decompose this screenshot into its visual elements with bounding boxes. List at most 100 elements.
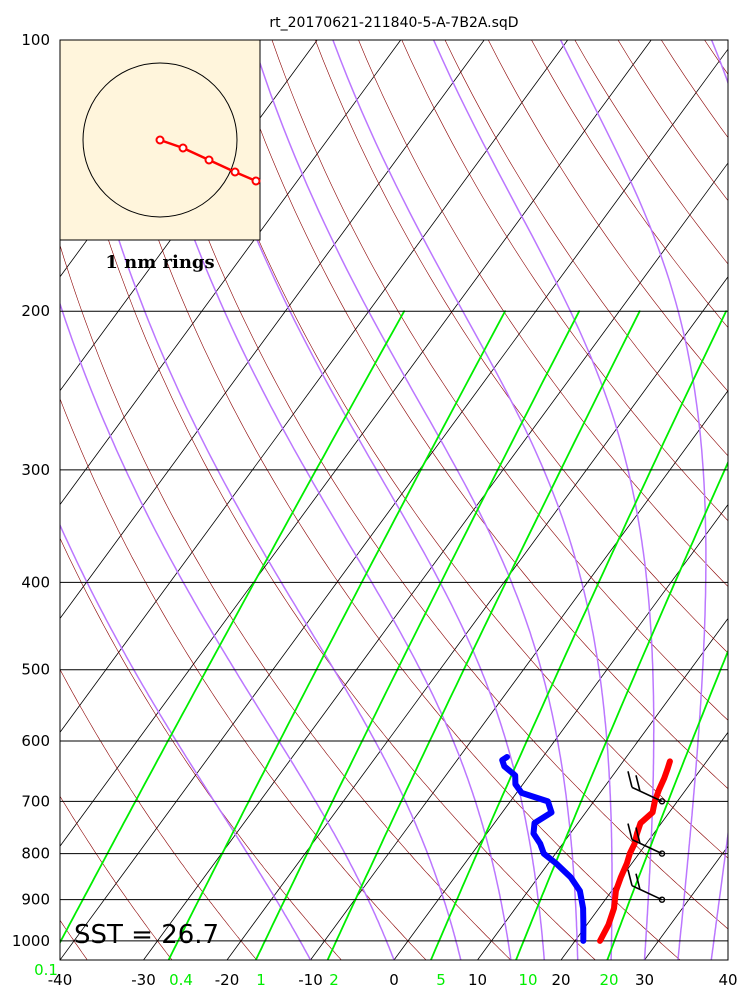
mixing-ratio-line xyxy=(254,310,581,960)
mixing-ratio-label: 20 xyxy=(599,971,618,989)
pressure-tick-label: 800 xyxy=(21,845,50,863)
wind-barb xyxy=(627,869,666,903)
temperature-tick-label: 30 xyxy=(635,971,654,989)
mixing-ratio-label: 0.1 xyxy=(34,961,58,979)
mixing-ratio-line xyxy=(429,310,727,960)
mixing-ratio-line xyxy=(515,460,728,960)
mixing-ratio-label: 2 xyxy=(329,971,339,989)
moist-adiabat-line xyxy=(432,40,655,960)
dry-adiabat-line xyxy=(60,397,427,960)
isobar-layer xyxy=(60,40,728,942)
isotherm-line xyxy=(477,617,728,960)
isotherm-line xyxy=(60,40,402,506)
inset-track-point xyxy=(155,135,165,145)
pressure-tick-label: 1000 xyxy=(12,932,50,950)
isotherm-line xyxy=(727,959,728,960)
chart-title: rt_20170621-211840-5-A-7B2A.sqD xyxy=(269,15,518,31)
wind-barb xyxy=(627,823,666,857)
wind-barb-flag xyxy=(635,873,641,890)
inset-track-point xyxy=(230,167,240,177)
pressure-tick-label: 300 xyxy=(21,461,50,479)
isotherm-line xyxy=(60,40,569,733)
trace-layer xyxy=(499,754,673,944)
mixing-ratio-line xyxy=(326,310,641,960)
mixing-ratio-label: 5 xyxy=(436,971,446,989)
sst-label: SST = 26.7 xyxy=(74,920,219,950)
wind-barb-flag xyxy=(635,827,641,844)
wind-barb-flag xyxy=(627,823,633,840)
moist-adiabat-line xyxy=(132,40,512,960)
temperature-tick-label: 0 xyxy=(389,971,399,989)
inset-track-point xyxy=(178,143,188,153)
dry-adiabat-line xyxy=(401,40,728,522)
wind-barb xyxy=(627,771,666,805)
isotherm-line xyxy=(143,162,728,960)
temperature-tick-label: 40 xyxy=(718,971,737,989)
wind-barb-flag xyxy=(635,775,641,792)
wind-barb-flag xyxy=(627,771,633,788)
dry-adiabat-line xyxy=(142,40,728,930)
grid-layer xyxy=(60,40,728,960)
isotherm-line xyxy=(226,276,728,960)
wind-barb-station xyxy=(658,850,666,857)
dry-adiabat-line xyxy=(444,40,728,457)
isotherm-line xyxy=(60,40,68,50)
plot-frame xyxy=(59,39,729,961)
isotherm-line xyxy=(60,40,485,620)
wind-barb-flag xyxy=(627,869,633,886)
dry-adiabat-line xyxy=(314,40,728,654)
moist-adiabat-line xyxy=(251,40,579,960)
pressure-tick-label: 500 xyxy=(21,661,50,679)
temperature-tick-label: 20 xyxy=(551,971,570,989)
dry-adiabat-line xyxy=(60,668,258,960)
moist-adiabat-line xyxy=(60,301,395,960)
dry-adiabat-line xyxy=(60,244,512,960)
mixing-ratio-label: 10 xyxy=(518,971,537,989)
isotherm-line xyxy=(60,40,652,847)
temperature-tick-label: -40 xyxy=(48,971,73,989)
temperature-tick-label: -30 xyxy=(131,971,156,989)
mixing-ratio-label: 1 xyxy=(256,971,266,989)
inset-track-point xyxy=(204,155,214,165)
wind-barb-shaft xyxy=(631,884,663,901)
temperature-tick-label: -20 xyxy=(215,971,240,989)
pressure-tick-label: 400 xyxy=(21,573,50,591)
inset-track xyxy=(155,135,261,186)
isotherm-line xyxy=(560,731,728,960)
dry-adiabat-line xyxy=(271,40,728,721)
pressure-tick-label: 100 xyxy=(21,31,50,49)
pressure-tick-label: 600 xyxy=(21,732,50,750)
inset-rings-label: 1 nm rings xyxy=(105,252,214,273)
wind-barb-station xyxy=(658,798,666,805)
moist-adiabat-line xyxy=(66,40,462,960)
dry-adiabat-line xyxy=(98,40,681,960)
mixing-ratio-line xyxy=(60,310,406,945)
hodograph-inset: 1 nm rings xyxy=(59,39,261,273)
moist-adiabat-line xyxy=(710,40,728,960)
dry-adiabat-line xyxy=(60,795,173,960)
isotherm-line xyxy=(60,48,728,960)
pressure-tick-label: 700 xyxy=(21,792,50,810)
mixing-ratio-label: 0.4 xyxy=(169,971,193,989)
mixing-ratio-line xyxy=(606,648,728,960)
temperature-tick-label: -10 xyxy=(298,971,323,989)
wind-barb-shaft xyxy=(631,786,663,803)
mixing-ratio-line xyxy=(167,310,507,960)
moist-adiabat-line xyxy=(186,40,546,960)
dewpoint-trace xyxy=(499,754,587,944)
temperature-trace xyxy=(597,758,673,944)
wind-barb-shaft xyxy=(631,838,663,855)
inset-range-ring xyxy=(82,62,238,218)
dry-adiabat-line xyxy=(358,40,728,588)
isotherm-line xyxy=(393,503,728,960)
pressure-tick-label: 900 xyxy=(21,891,50,909)
dry-adiabat-line xyxy=(60,59,596,960)
wind-barb-layer xyxy=(627,771,666,903)
dry-adiabat-line xyxy=(228,40,728,790)
moist-adiabat-line xyxy=(332,40,613,960)
pressure-tick-label: 200 xyxy=(21,302,50,320)
inset-track-point xyxy=(251,176,261,186)
moist-adiabat-line xyxy=(60,523,312,960)
